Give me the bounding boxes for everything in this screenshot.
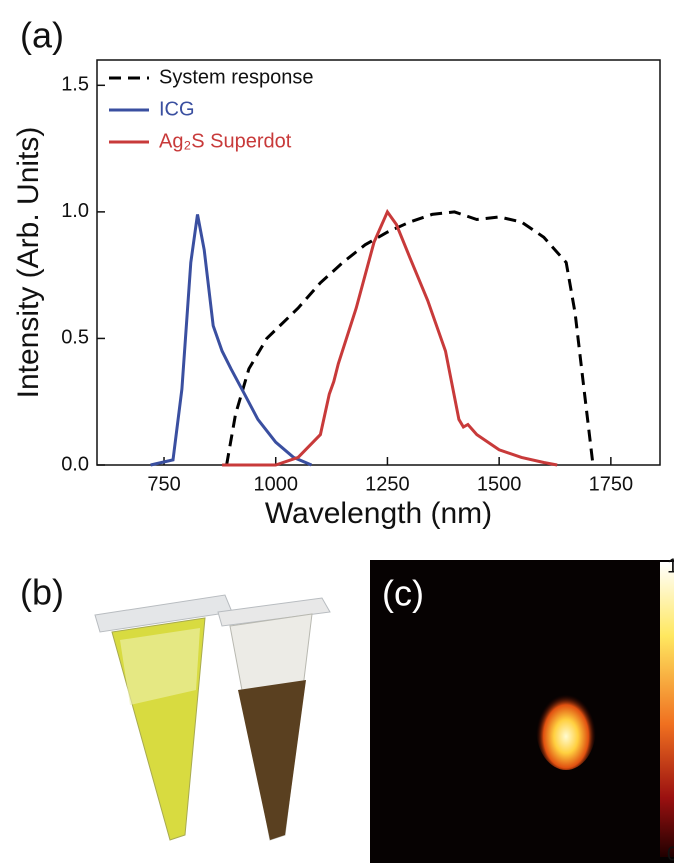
chart: 750 1000 1250 1500 1750 0.0 0.5 1.0 1.5 Wavelengt… (12, 59, 661, 530)
y-tick-label: 0.5 (61, 327, 89, 349)
panel-label: (c) (382, 573, 424, 614)
x-axis-label: Wavelength (nm) (265, 497, 492, 530)
x-tick-label: 1250 (365, 473, 410, 495)
series-line (222, 208, 558, 467)
legend-label: ICG (159, 98, 195, 120)
x-tick-label: 1750 (589, 473, 634, 495)
x-tick-label: 1500 (477, 473, 522, 495)
tubes-photo (94, 594, 331, 841)
y-tick-label: 1.5 (61, 74, 89, 96)
glow (536, 686, 596, 770)
colorbar-label: 0 (667, 843, 674, 863)
legend-label: System response (159, 66, 314, 88)
legend-label: Ag₂S Superdot (159, 130, 292, 152)
panel-label: (b) (20, 572, 64, 613)
y-tick-label: 1.0 (61, 200, 89, 222)
nir-image (370, 560, 674, 863)
plot-frame (96, 59, 661, 466)
series-line (150, 214, 313, 467)
x-tick-label: 750 (147, 473, 180, 495)
panel-label: (a) (20, 15, 64, 56)
x-tick-label: 1000 (253, 473, 298, 495)
y-tick-label: 0.0 (61, 453, 89, 475)
colorbar (660, 562, 674, 857)
series-line (225, 210, 595, 466)
colorbar-label: 1 (667, 555, 674, 577)
y-axis-label: Intensity (Arb. Units) (12, 127, 45, 399)
